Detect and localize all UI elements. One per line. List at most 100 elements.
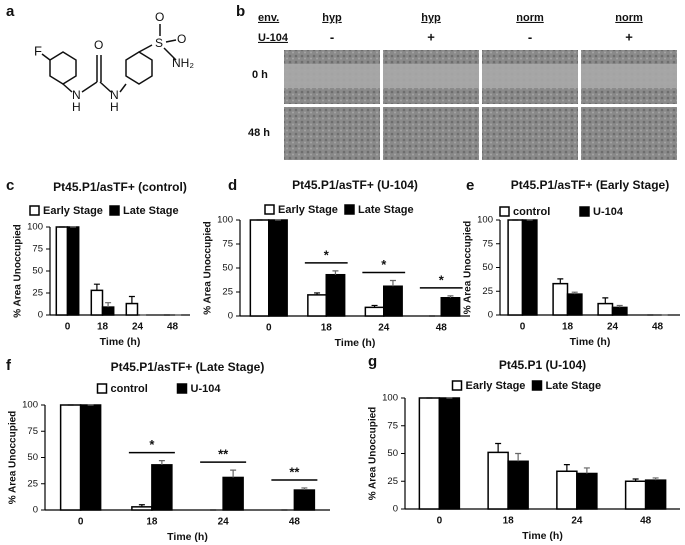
x-tick-label: 48 <box>436 323 448 334</box>
x-axis-label: Time (h) <box>570 336 611 348</box>
error-bar <box>652 477 659 481</box>
y-axis-label: % Area Unoccupied <box>13 224 24 318</box>
legend-swatch <box>29 205 40 216</box>
y-tick-label: 0 <box>33 505 38 516</box>
legend-label: Late Stage <box>546 380 602 392</box>
error-bar <box>158 460 165 465</box>
error-bar <box>583 467 590 474</box>
legend-swatch <box>451 380 463 391</box>
legend-swatch <box>344 204 355 215</box>
error-bar <box>495 442 502 453</box>
error-bar <box>301 487 308 491</box>
legend-swatch <box>176 383 188 394</box>
y-tick-label: 25 <box>222 287 233 298</box>
y-tick-label: 75 <box>387 420 398 431</box>
bar <box>521 219 538 316</box>
legend-label: Early Stage <box>278 204 338 216</box>
bar <box>507 460 529 510</box>
y-axis-label: % Area Unoccupied <box>8 411 19 505</box>
bar <box>131 506 153 511</box>
y-tick-label: 50 <box>32 266 43 277</box>
bar <box>249 219 270 317</box>
bar <box>440 297 461 317</box>
micrograph <box>284 107 380 160</box>
atom-label: S <box>155 36 163 50</box>
y-axis-label: % Area Unoccupied <box>203 221 214 315</box>
chart-title: Pt45.P1 (U-104) <box>499 358 586 372</box>
bar <box>90 289 104 316</box>
x-tick-label: 24 <box>132 322 144 333</box>
x-tick-label: 0 <box>437 516 443 527</box>
x-tick-label: 0 <box>78 517 84 528</box>
error-bar <box>632 478 639 482</box>
bar <box>59 404 82 511</box>
y-tick-label: 25 <box>482 286 493 297</box>
error-bar <box>105 302 112 308</box>
significance-label: ** <box>218 447 229 462</box>
x-tick-label: 48 <box>652 322 664 333</box>
y-tick-label: 0 <box>488 310 493 321</box>
x-tick-label: 18 <box>146 517 158 528</box>
y-tick-label: 100 <box>22 400 38 411</box>
y-axis-label: % Area Unoccupied <box>463 221 474 315</box>
y-tick-label: 75 <box>222 239 233 250</box>
bar <box>507 219 524 316</box>
drug-value: + <box>427 29 435 44</box>
error-bar <box>616 304 623 308</box>
atom-label: N <box>72 88 81 102</box>
panel-label: f <box>6 357 12 374</box>
atom-label: H <box>110 100 119 114</box>
bar <box>611 306 628 316</box>
legend-label: Early Stage <box>466 380 526 392</box>
bar <box>576 472 598 510</box>
env-label: env. <box>258 12 279 24</box>
y-tick-label: 100 <box>27 222 43 233</box>
legend-label: Early Stage <box>43 205 103 217</box>
chart-title: Pt45.P1/asTF+ (Early Stage) <box>511 178 669 192</box>
error-bar <box>314 292 321 295</box>
significance-label: * <box>381 257 387 272</box>
error-bar <box>230 469 237 478</box>
y-tick-label: 50 <box>27 452 38 463</box>
x-axis-label: Time (h) <box>335 337 376 349</box>
x-tick-label: 24 <box>378 323 390 334</box>
x-tick-label: 24 <box>571 516 583 527</box>
x-axis-label: Time (h) <box>522 530 563 542</box>
y-tick-label: 0 <box>228 311 233 322</box>
panel-label: a <box>6 3 15 20</box>
y-tick-label: 100 <box>217 215 233 226</box>
y-tick-label: 75 <box>482 238 493 249</box>
y-tick-label: 0 <box>393 504 398 515</box>
bar <box>307 294 328 317</box>
env-value: norm <box>615 12 643 24</box>
micrograph <box>581 107 677 160</box>
bar <box>487 451 509 510</box>
x-tick-label: 0 <box>65 322 71 333</box>
drug-label: U-104 <box>258 32 289 44</box>
atom-label: F <box>34 43 42 58</box>
bar <box>79 404 102 511</box>
env-value: hyp <box>322 12 342 24</box>
y-tick-label: 50 <box>222 263 233 274</box>
error-bar <box>138 504 145 507</box>
micrograph <box>383 107 479 160</box>
chemical-structure <box>41 24 177 93</box>
bar <box>566 293 583 316</box>
y-tick-label: 0 <box>38 310 43 321</box>
y-tick-label: 25 <box>387 476 398 487</box>
panel-label: e <box>466 177 474 194</box>
error-bar <box>389 279 396 287</box>
legend-swatch <box>531 380 543 391</box>
bar <box>624 480 647 510</box>
panel-label: g <box>368 353 377 370</box>
bar <box>325 273 346 317</box>
chart-title: Pt45.P1/asTF+ (Late Stage) <box>111 360 265 374</box>
drug-value: + <box>625 29 633 44</box>
atom-label: NH₂ <box>172 56 194 70</box>
atom-label: O <box>155 10 164 24</box>
significance-label: ** <box>289 464 300 479</box>
x-tick-label: 24 <box>218 517 230 528</box>
y-tick-label: 25 <box>32 288 43 299</box>
drug-value: - <box>330 29 334 44</box>
